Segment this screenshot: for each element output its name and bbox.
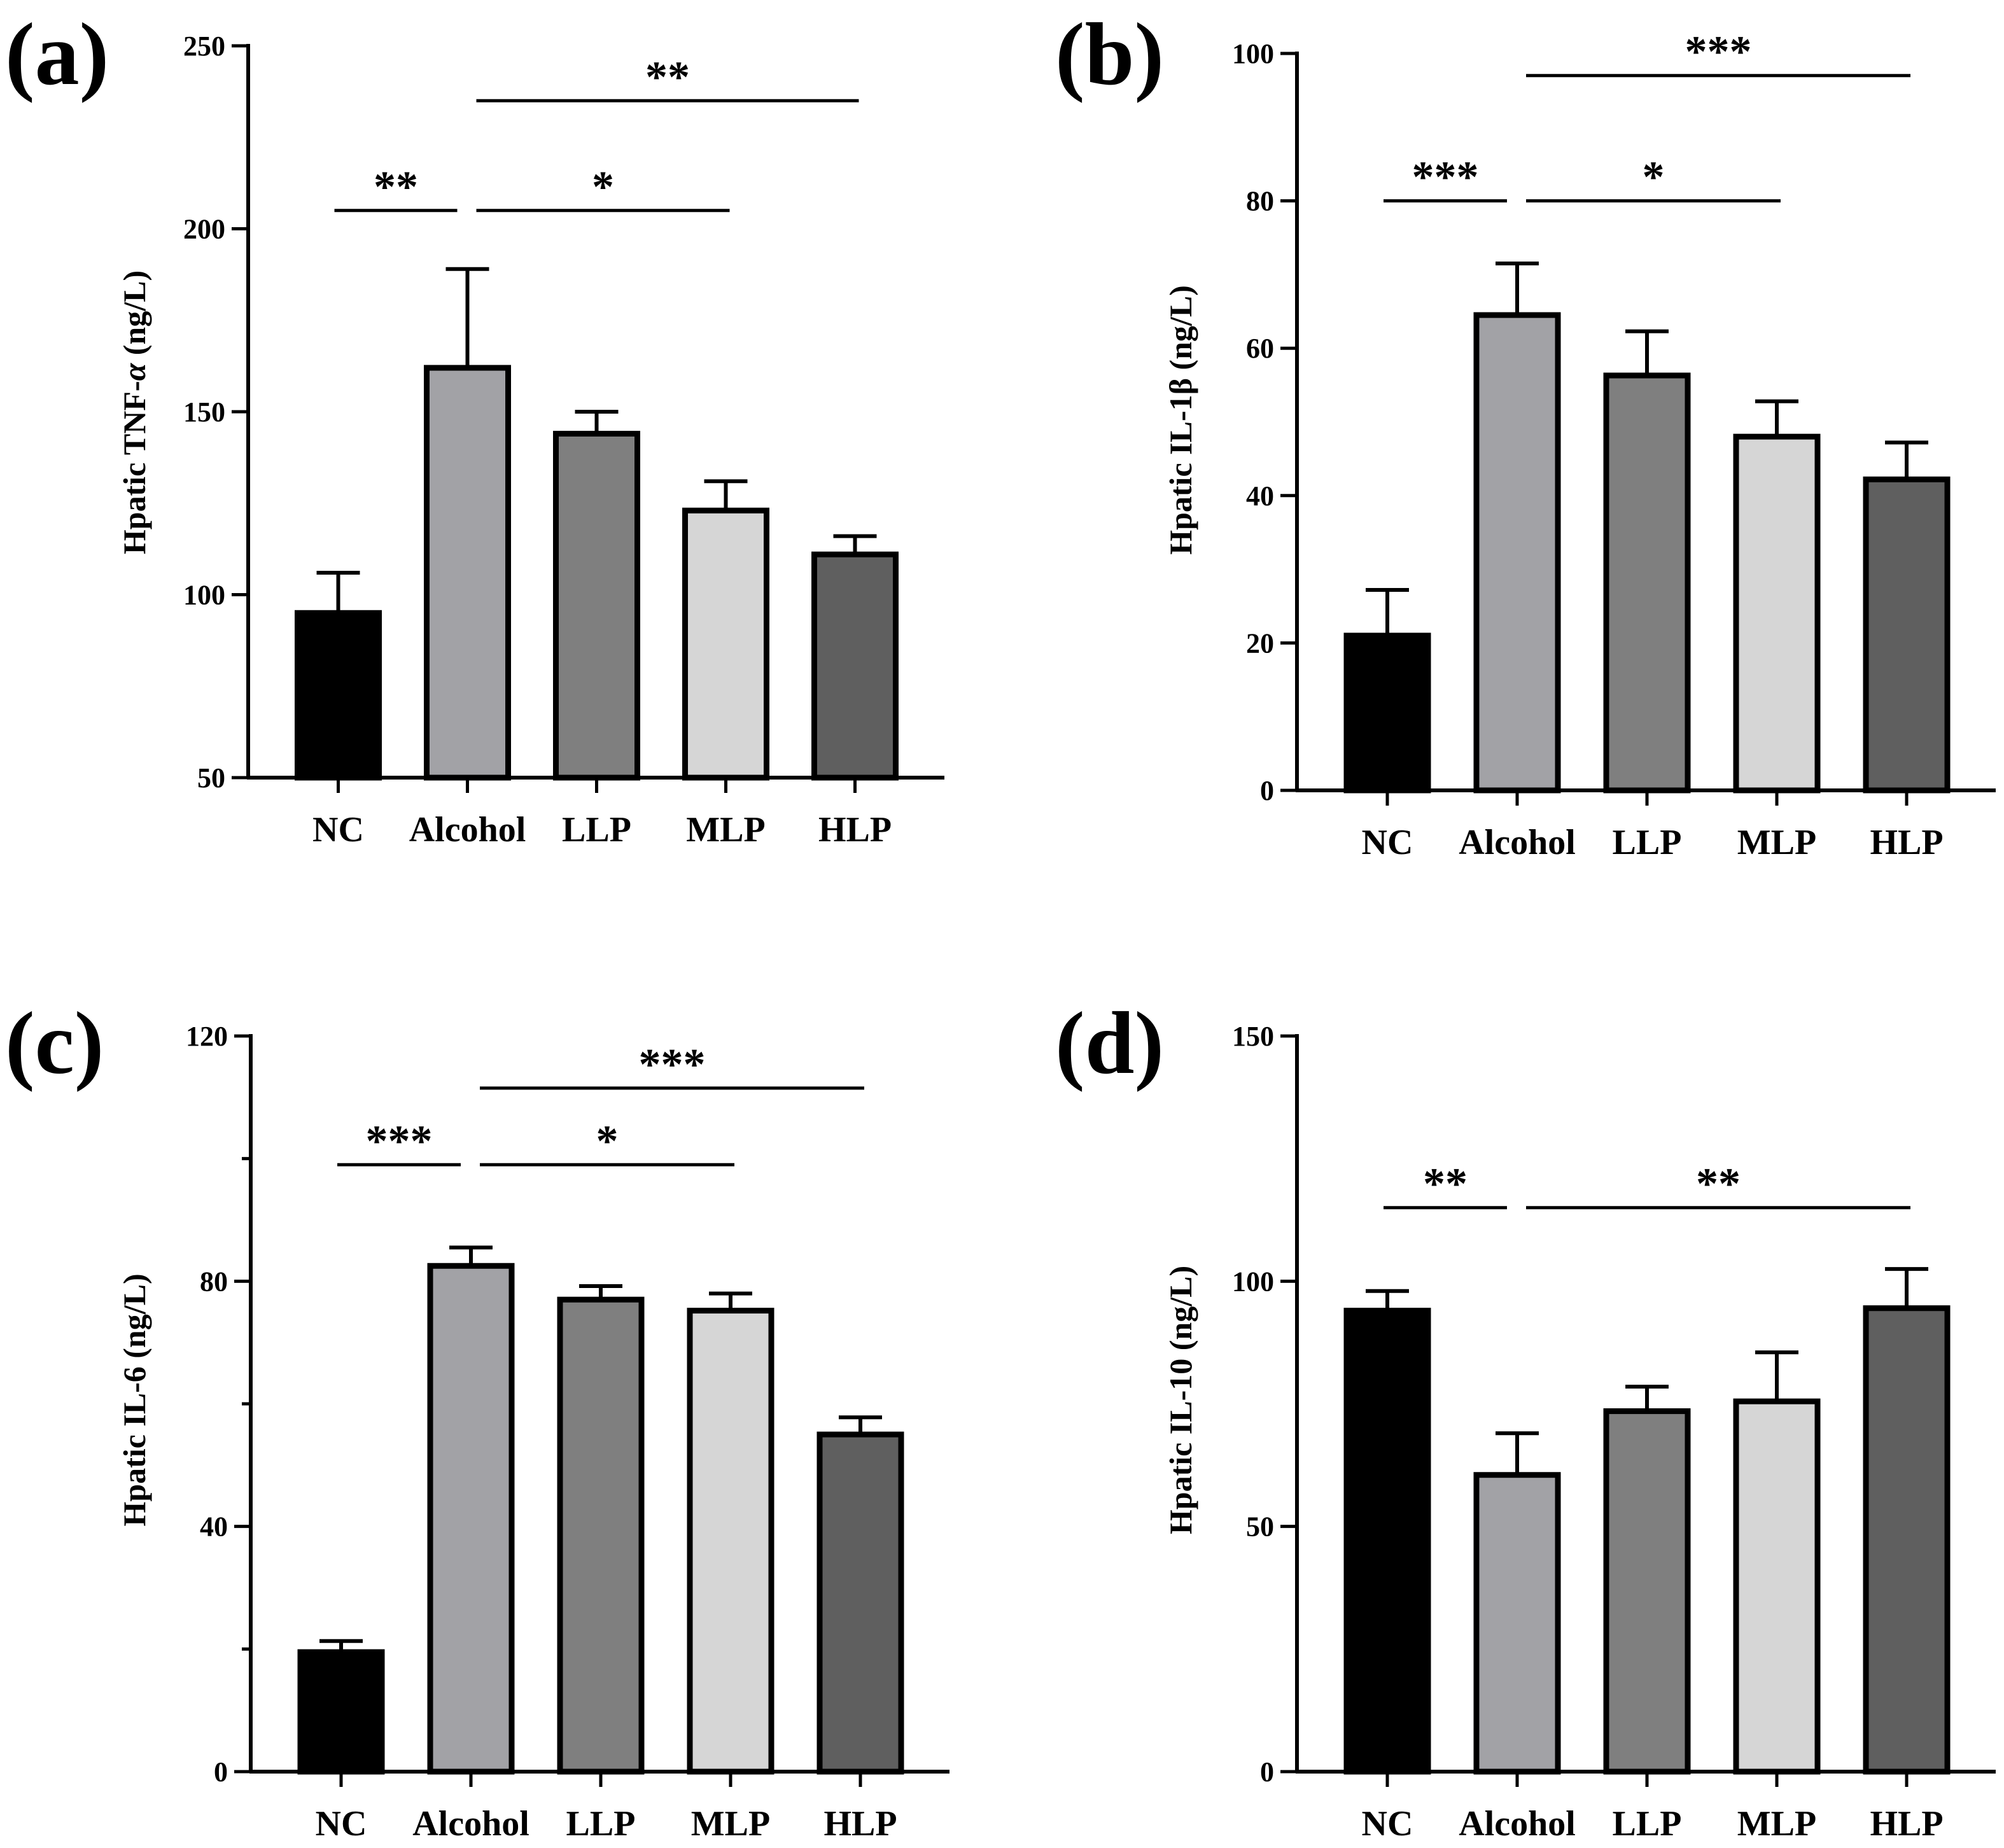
y-tick-label-a-1: 100 bbox=[183, 580, 225, 611]
y-axis-title-c-part1: Hpatic IL-6 bbox=[116, 1366, 152, 1526]
y-tick-label-a-4: 250 bbox=[183, 31, 225, 62]
y-axis-title-a-unit: (ng/L) bbox=[116, 270, 152, 363]
x-tick-label-c-alcohol: Alcohol bbox=[412, 1804, 529, 1844]
y-tick-label-a-0: 50 bbox=[197, 762, 225, 794]
y-tick-label-c-3: 120 bbox=[186, 1021, 228, 1052]
significance-stars-b-0: *** bbox=[1412, 153, 1479, 202]
y-axis-title-a-greek: α bbox=[116, 362, 152, 381]
panel-label-c: (c) bbox=[5, 994, 104, 1093]
y-tick-label-b-4: 80 bbox=[1246, 186, 1274, 217]
x-tick-label-a-nc: NC bbox=[312, 810, 364, 850]
significance-stars-a-1: * bbox=[592, 163, 614, 212]
panel-label-d: (d) bbox=[1055, 994, 1164, 1093]
y-tick-label-b-0: 0 bbox=[1260, 775, 1274, 806]
y-axis-title-a: Hpatic TNF-α (ng/L) bbox=[116, 270, 152, 554]
y-axis-title-d: Hpatic IL-10 (ng/L) bbox=[1163, 1266, 1198, 1534]
x-tick-label-d-alcohol: Alcohol bbox=[1459, 1804, 1576, 1844]
bar-a-llp bbox=[553, 431, 640, 781]
y-tick-label-b-1: 20 bbox=[1246, 627, 1274, 659]
y-tick-label-a-2: 150 bbox=[183, 396, 225, 428]
y-tick-label-b-2: 40 bbox=[1246, 480, 1274, 512]
bar-a-nc bbox=[295, 610, 382, 781]
x-tick-label-b-nc: NC bbox=[1362, 823, 1413, 862]
y-axis-title-d-part1: Hpatic IL-10 bbox=[1163, 1359, 1198, 1534]
y-axis-title-b-part1: Hpatic IL-1β bbox=[1163, 378, 1198, 555]
x-tick-label-b-mlp: MLP bbox=[1737, 823, 1816, 862]
x-tick-label-b-llp: LLP bbox=[1613, 823, 1682, 862]
significance-stars-c-2: *** bbox=[639, 1040, 706, 1089]
significance-stars-d-0: ** bbox=[1423, 1160, 1468, 1209]
x-tick-label-c-mlp: MLP bbox=[691, 1804, 770, 1844]
bar-d-hlp bbox=[1863, 1305, 1951, 1775]
y-axis-title-a-part1: Hpatic TNF- bbox=[116, 381, 152, 554]
x-tick-label-d-mlp: MLP bbox=[1737, 1804, 1816, 1844]
bar-d-llp bbox=[1603, 1408, 1691, 1775]
bar-b-hlp bbox=[1863, 476, 1951, 794]
panel-label-a: (a) bbox=[5, 5, 109, 104]
x-tick-label-c-hlp: HLP bbox=[823, 1804, 897, 1844]
panel-c: (c) Hpatic IL-6 (ng/L) 0 40 80 120 NC Alcohol… bbox=[5, 994, 949, 1844]
y-tick-label-a-3: 200 bbox=[183, 214, 225, 245]
x-tick-label-a-llp: LLP bbox=[562, 810, 631, 850]
bar-a-hlp bbox=[811, 551, 899, 781]
bar-c-hlp bbox=[816, 1431, 904, 1775]
bar-b-llp bbox=[1603, 372, 1691, 794]
y-axis-title-d-unit: (ng/L) bbox=[1163, 1266, 1198, 1359]
y-tick-label-c-0: 0 bbox=[214, 1756, 228, 1788]
y-axis-title-b: Hpatic IL-1β (ng/L) bbox=[1163, 285, 1198, 555]
y-tick-label-b-3: 60 bbox=[1246, 333, 1274, 364]
bar-a-alcohol bbox=[424, 365, 511, 781]
bar-d-alcohol bbox=[1473, 1472, 1561, 1775]
bar-b-nc bbox=[1343, 633, 1431, 794]
bar-b-alcohol bbox=[1473, 312, 1561, 794]
significance-stars-b-1: * bbox=[1643, 153, 1665, 202]
x-tick-label-b-hlp: HLP bbox=[1870, 823, 1943, 862]
y-axis-title-b-unit: (ng/L) bbox=[1163, 285, 1198, 378]
bar-c-llp bbox=[557, 1296, 645, 1775]
significance-stars-c-0: *** bbox=[366, 1117, 433, 1166]
significance-stars-a-0: ** bbox=[374, 163, 418, 212]
y-axis-title-c: Hpatic IL-6 (ng/L) bbox=[116, 1273, 152, 1526]
significance-stars-c-1: * bbox=[596, 1117, 619, 1166]
panel-b: (b) Hpatic IL-1β (ng/L) 0 20 40 60 80 100 NC Al… bbox=[1055, 5, 1996, 862]
y-tick-label-d-1: 50 bbox=[1246, 1511, 1274, 1543]
panel-label-b: (b) bbox=[1055, 5, 1164, 104]
y-tick-label-b-5: 100 bbox=[1232, 38, 1274, 69]
y-tick-label-d-0: 0 bbox=[1260, 1756, 1274, 1788]
significance-stars-b-2: *** bbox=[1685, 28, 1752, 77]
panel-d: (d) Hpatic IL-10 (ng/L) 0 50 100 150 NC Alcoh… bbox=[1055, 994, 1996, 1844]
bar-c-alcohol bbox=[427, 1263, 515, 1775]
y-tick-label-c-1: 40 bbox=[200, 1511, 228, 1543]
x-tick-label-d-hlp: HLP bbox=[1870, 1804, 1943, 1844]
significance-stars-a-2: ** bbox=[645, 53, 690, 102]
bar-a-mlp bbox=[682, 507, 769, 781]
significance-stars-d-1: ** bbox=[1696, 1160, 1741, 1209]
x-tick-label-a-hlp: HLP bbox=[818, 810, 892, 850]
x-tick-label-b-alcohol: Alcohol bbox=[1459, 823, 1576, 862]
y-tick-label-c-2: 80 bbox=[200, 1266, 228, 1297]
bar-c-mlp bbox=[687, 1308, 774, 1775]
bar-c-nc bbox=[297, 1649, 385, 1775]
panel-a: (a) Hpatic TNF-α (ng/L) 50 100 150 200 250 NC… bbox=[5, 5, 944, 850]
y-axis-title-c-unit: (ng/L) bbox=[116, 1273, 152, 1366]
x-tick-label-a-mlp: MLP bbox=[686, 810, 765, 850]
x-tick-label-d-llp: LLP bbox=[1613, 1804, 1682, 1844]
bar-d-mlp bbox=[1733, 1398, 1821, 1775]
x-tick-label-c-nc: NC bbox=[316, 1804, 367, 1844]
x-tick-label-a-alcohol: Alcohol bbox=[409, 810, 526, 850]
x-tick-label-c-llp: LLP bbox=[566, 1804, 636, 1844]
y-tick-label-d-2: 100 bbox=[1232, 1266, 1274, 1297]
x-tick-label-d-nc: NC bbox=[1362, 1804, 1413, 1844]
bar-b-mlp bbox=[1733, 433, 1821, 794]
y-tick-label-d-3: 150 bbox=[1232, 1021, 1274, 1052]
bar-d-nc bbox=[1343, 1308, 1431, 1775]
